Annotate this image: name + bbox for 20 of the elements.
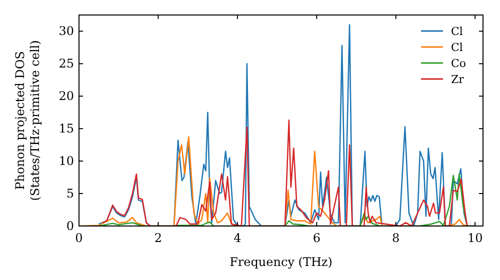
y-tick-label: 25 (58, 56, 74, 71)
x-tick-label: 10 (467, 231, 483, 245)
line-series (102, 120, 468, 226)
x-axis-title: Frequency (THz) (230, 255, 332, 269)
y-tick-label: 0 (66, 219, 74, 233)
x-tick-label: 8 (392, 231, 400, 245)
legend-label: Cl (451, 41, 464, 54)
legend-label: Cl (451, 25, 464, 38)
y-tick-label: 20 (58, 89, 74, 104)
legend-label: Co (451, 57, 466, 70)
y-tick-label: 30 (58, 24, 74, 38)
legend-label: Zr (451, 73, 465, 86)
y-axis-title: Phonon projected DOS (States/THz·primitive cell) (13, 40, 42, 201)
y-tick-label: 15 (58, 122, 74, 136)
y-tick-label: 5 (66, 186, 74, 201)
x-tick-label: 4 (234, 231, 242, 245)
x-tick-label: 6 (312, 231, 320, 245)
y-tick-label: 10 (58, 154, 74, 168)
x-tick-label: 0 (75, 231, 83, 245)
x-tick-label: 2 (154, 231, 162, 245)
